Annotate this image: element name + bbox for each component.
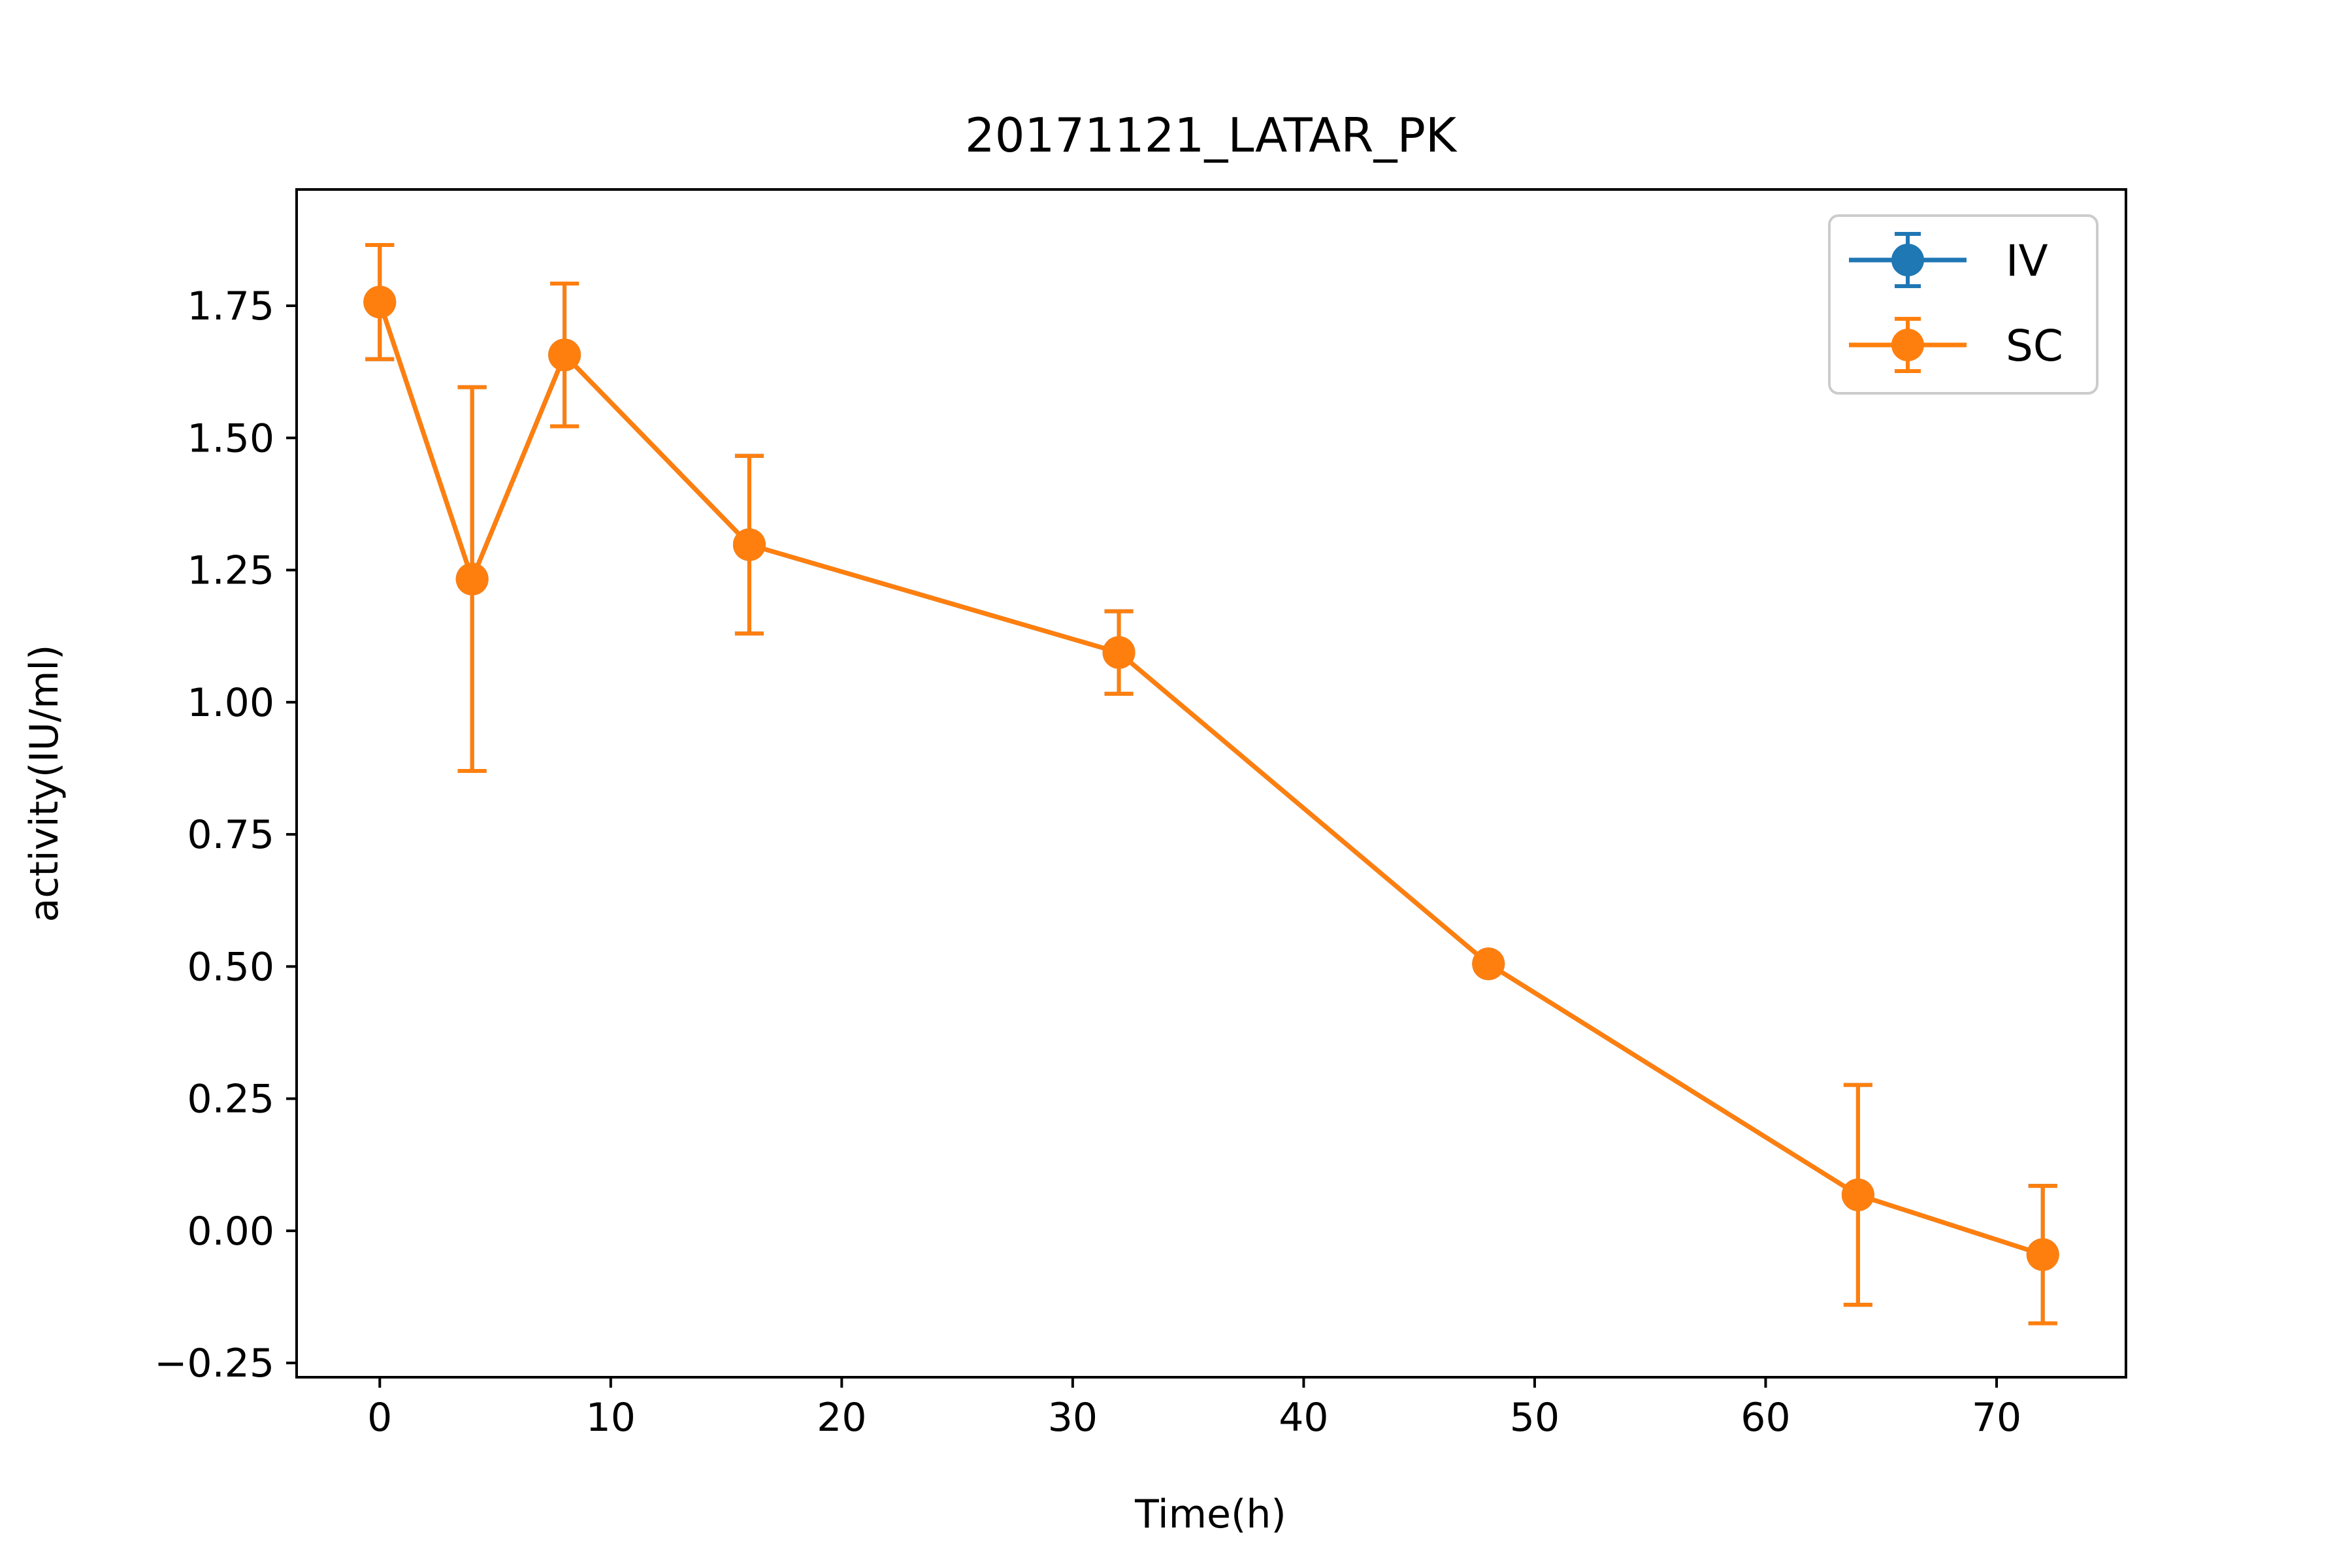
y-tick-label: −0.25: [154, 1341, 274, 1386]
legend-item-sc: SC: [1849, 317, 2063, 373]
y-tick-label: 0.25: [187, 1077, 274, 1122]
chart-title: 20171121_LATAR_PK: [965, 108, 1458, 163]
y-axis-label: activity(IU/ml): [22, 645, 67, 923]
x-tick-label: 0: [367, 1395, 392, 1441]
data-point: [1102, 636, 1135, 669]
data-point: [548, 338, 581, 372]
data-point: [1472, 947, 1505, 981]
data-point: [455, 563, 489, 596]
data-point: [2026, 1238, 2059, 1271]
legend-label: SC: [2006, 321, 2063, 371]
y-tick-label: 0.50: [187, 944, 274, 990]
y-tick-label: 1.50: [187, 416, 274, 461]
x-tick-label: 40: [1279, 1395, 1328, 1441]
series-layer: [363, 242, 2059, 1326]
y-tick-label: 0.75: [187, 812, 274, 858]
y-tick-label: 1.25: [187, 548, 274, 594]
series-sc: [363, 242, 2059, 1326]
data-point: [732, 528, 766, 561]
legend-marker: [1891, 244, 1924, 276]
legend-items: IV SC: [1849, 232, 2063, 373]
series-line: [377, 301, 2044, 1257]
y-tick-label: 0.00: [187, 1209, 274, 1254]
legend-marker: [1891, 329, 1924, 361]
legend-item-iv: IV: [1849, 232, 2048, 288]
x-tick-label: 70: [1972, 1395, 2021, 1441]
data-point: [363, 286, 397, 319]
y-tick-label: 1.75: [187, 284, 274, 329]
data-point: [1841, 1178, 1874, 1211]
x-tick-label: 50: [1510, 1395, 1560, 1441]
legend: IV SC: [1828, 214, 2099, 395]
y-tick-label: 1.00: [187, 680, 274, 726]
axis-ticks: 0 10 20 30 40 50 60 70 −0.25 0.00 0.25 0.50 0.75 1.00…: [154, 284, 2021, 1441]
x-tick-label: 30: [1048, 1395, 1098, 1441]
x-tick-label: 20: [817, 1395, 866, 1441]
legend-label: IV: [2006, 236, 2048, 286]
plot-frame: [295, 188, 2127, 1379]
x-tick-label: 60: [1740, 1395, 1790, 1441]
x-tick-label: 10: [586, 1395, 636, 1441]
x-axis-label: Time(h): [1134, 1492, 1286, 1537]
